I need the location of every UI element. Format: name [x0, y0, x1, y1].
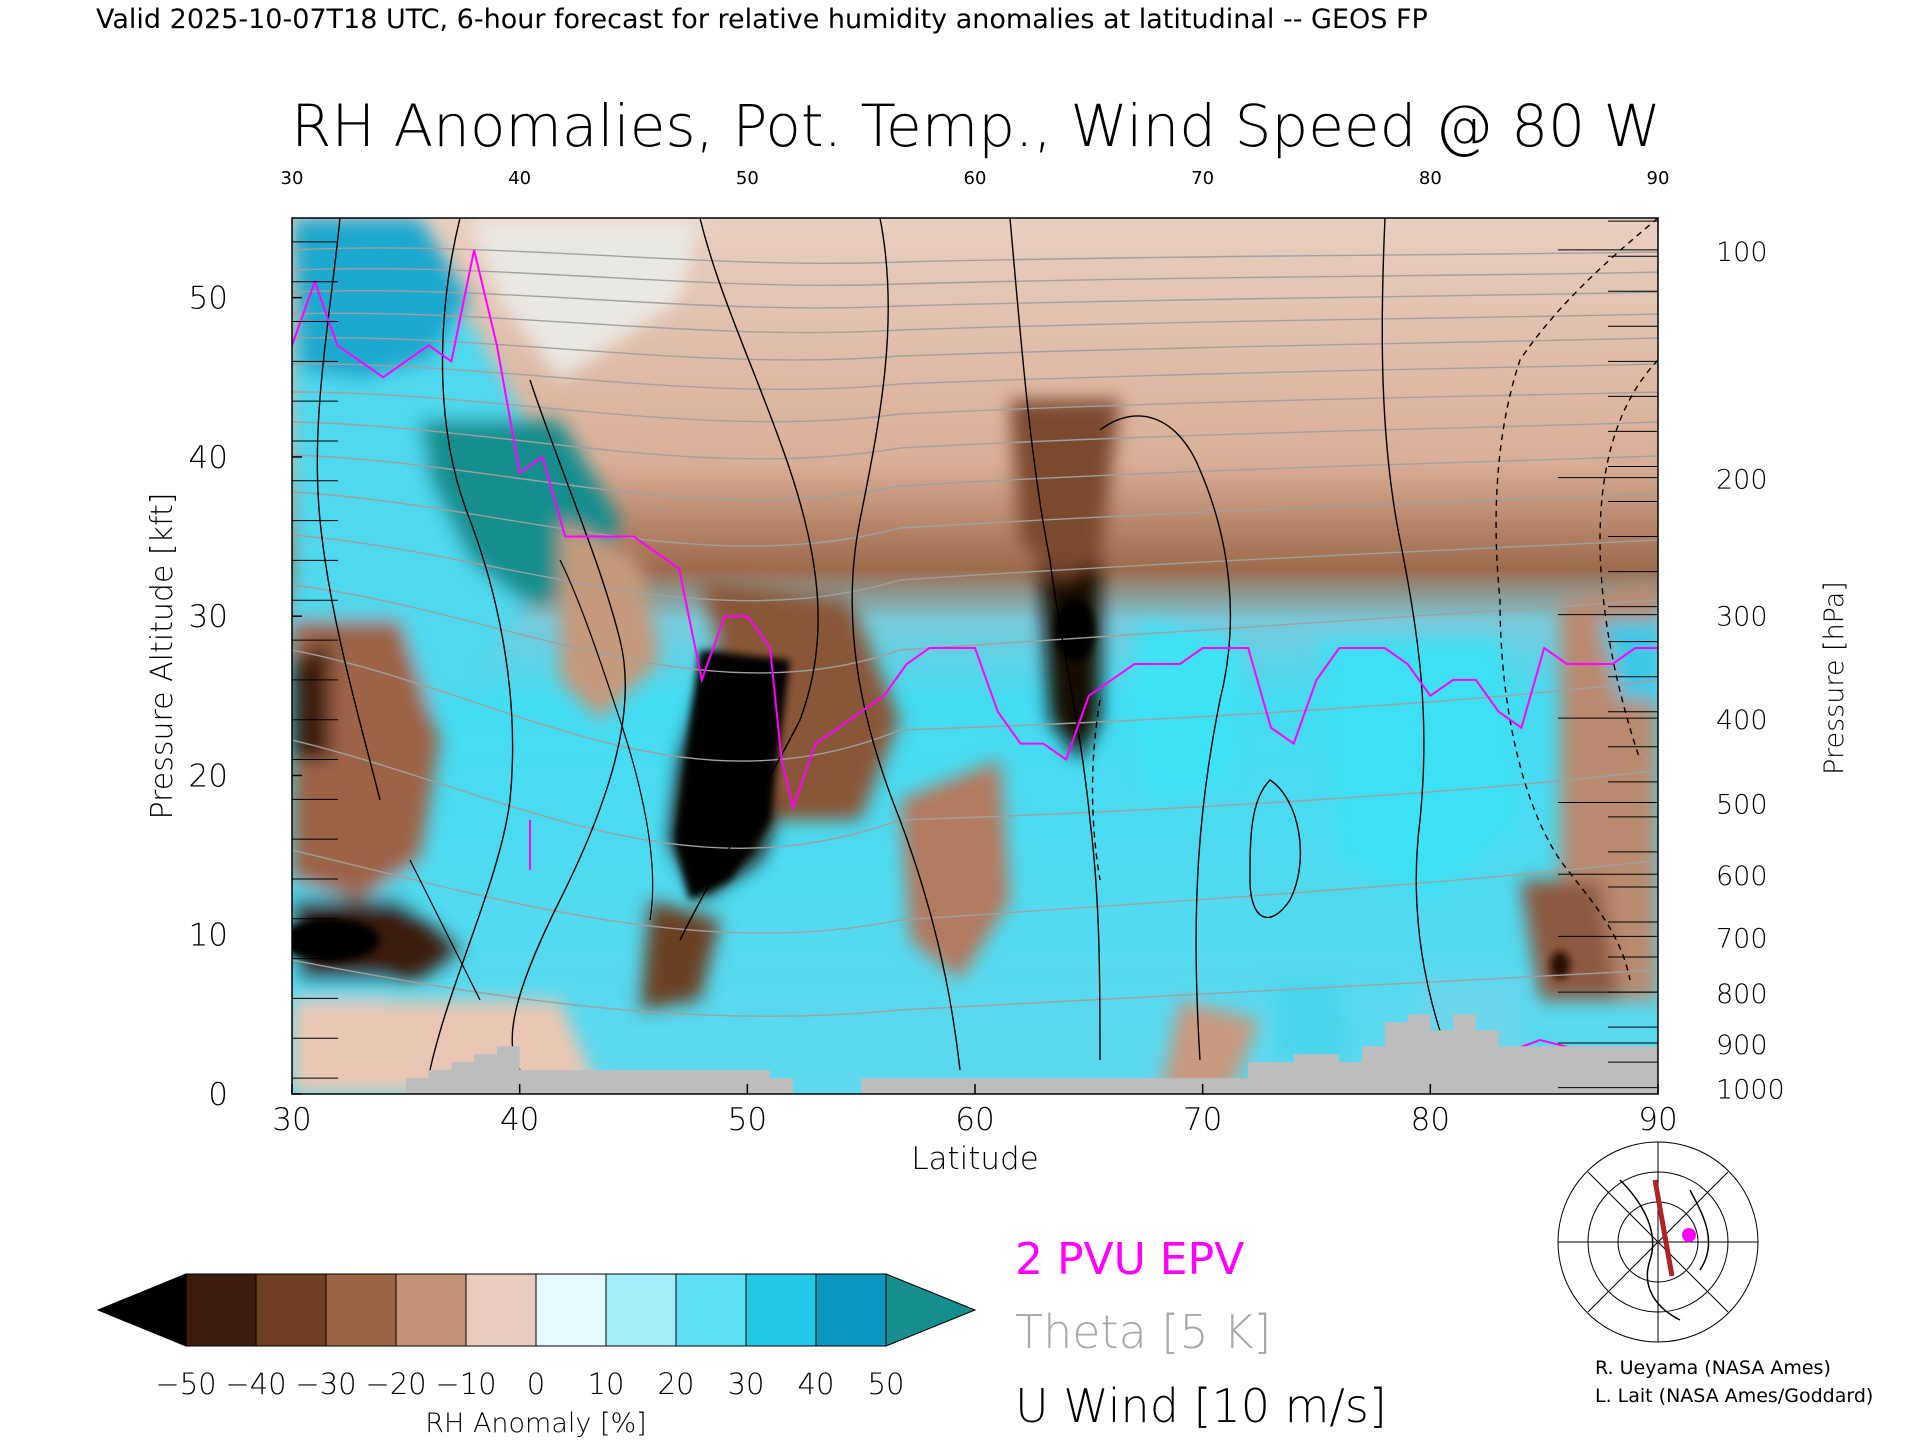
colorbar-tick-label: 30: [728, 1367, 765, 1401]
x-top-tick-label: 30: [281, 168, 304, 189]
pressure-tick-label: 400: [1716, 705, 1768, 736]
theta-contours: [292, 247, 1658, 1018]
pressure-tick-label: 900: [1716, 1030, 1768, 1061]
plot-area: [292, 218, 1658, 1094]
locator-cross-section-line: [1652, 1179, 1675, 1277]
pressure-tick-label: 300: [1716, 602, 1768, 633]
pressure-tick-label: 600: [1716, 861, 1768, 892]
pressure-axis-ticks: 100 200 300 400 500 600 700 800 900 1000: [1558, 220, 1785, 1106]
locator-point: [1682, 1228, 1696, 1242]
y-tick-label: 40: [189, 440, 228, 476]
x-tick-label: 80: [1411, 1102, 1450, 1138]
x-axis-top-ticks: 30 40 50 60 70 80 90: [281, 168, 1670, 189]
x-top-tick-label: 60: [964, 168, 987, 189]
legend-wind: U Wind [10 m/s]: [1015, 1379, 1387, 1433]
y-tick-label: 20: [189, 758, 228, 794]
legend-theta: Theta [5 K]: [1015, 1305, 1271, 1359]
colorbar-low-arrow: [96, 1273, 187, 1347]
x-tick-label: 60: [955, 1102, 994, 1138]
pressure-tick-label: 500: [1716, 790, 1768, 821]
y-tick-label: 50: [189, 281, 228, 317]
x-top-tick-label: 40: [508, 168, 531, 189]
colorbar-tick-label: 0: [527, 1367, 545, 1401]
colorbar-tick-label: −50: [155, 1367, 216, 1401]
pressure-tick-label: 100: [1716, 237, 1768, 268]
heatmap-dark-cores: [292, 598, 1570, 979]
colorbar-tick-label: 50: [868, 1367, 905, 1401]
terrain-mask: [292, 1014, 1658, 1094]
pressure-tick-label: 200: [1716, 465, 1768, 496]
x-tick-label: 30: [272, 1102, 311, 1138]
u-wind-negative-contours: [1091, 218, 1658, 981]
y-tick-label: 10: [189, 918, 228, 954]
x-tick-label: 70: [1183, 1102, 1222, 1138]
y-tick-label: 30: [189, 599, 228, 635]
colorbar-swatch: [535, 1273, 607, 1347]
header-text: Valid 2025-10-07T18 UTC, 6-hour forecast…: [96, 4, 1428, 35]
colorbar-tick-label: −30: [295, 1367, 356, 1401]
legend-epv: 2 PVU EPV: [1015, 1234, 1244, 1285]
y-axis-ticks: 0 10 20 30 40 50: [189, 241, 338, 1113]
colorbar-tick-label: 40: [798, 1367, 835, 1401]
colorbar-tick-label: 10: [588, 1367, 625, 1401]
colorbar-swatch: [605, 1273, 677, 1347]
x-top-tick-label: 80: [1419, 168, 1442, 189]
x-axis-label: Latitude: [911, 1141, 1039, 1177]
x-top-tick-label: 90: [1647, 168, 1670, 189]
colorbar-tick-label: −20: [365, 1367, 426, 1401]
colorbar-high-arrow: [885, 1273, 977, 1347]
x-tick-label: 40: [500, 1102, 539, 1138]
colorbar-swatch: [395, 1273, 467, 1347]
colorbar-tick-label: −10: [435, 1367, 496, 1401]
colorbar-label: RH Anomaly [%]: [425, 1408, 646, 1439]
credit-line-1: R. Ueyama (NASA Ames): [1595, 1357, 1831, 1379]
colorbar: −50 −40 −30 −20 −10 0 10 20 30 40 50: [96, 1273, 977, 1401]
pressure-tick-label: 1000: [1716, 1075, 1785, 1106]
colorbar-swatch: [185, 1273, 257, 1347]
pressure-axis-label: Pressure [hPa]: [1819, 581, 1850, 775]
x-axis-ticks: 30 40 50 60 70 80 90: [272, 1084, 1678, 1138]
colorbar-swatch: [675, 1273, 747, 1347]
u-wind-contours: [316, 218, 1451, 1071]
pressure-tick-label: 800: [1716, 979, 1768, 1010]
colorbar-swatch: [325, 1273, 397, 1347]
x-tick-label: 90: [1638, 1102, 1677, 1138]
colorbar-swatch: [255, 1273, 327, 1347]
colorbar-tick-label: 20: [658, 1367, 695, 1401]
x-tick-label: 50: [728, 1102, 767, 1138]
colorbar-swatch: [465, 1273, 537, 1347]
credit-line-2: L. Lait (NASA Ames/Goddard): [1595, 1385, 1873, 1407]
locator-map: [1557, 1141, 1759, 1343]
y-axis-label: Pressure Altitude [kft]: [145, 493, 180, 820]
y-tick-label: 0: [208, 1077, 228, 1113]
pressure-tick-label: 700: [1716, 923, 1768, 954]
chart-title: RH Anomalies, Pot. Temp., Wind Speed @ 8…: [291, 92, 1661, 160]
epv-2pvu-line: [292, 249, 1658, 811]
colorbar-swatch: [815, 1273, 887, 1347]
colorbar-tick-label: −40: [225, 1367, 286, 1401]
colorbar-swatch: [745, 1273, 817, 1347]
x-top-tick-label: 50: [736, 168, 759, 189]
x-top-tick-label: 70: [1191, 168, 1214, 189]
